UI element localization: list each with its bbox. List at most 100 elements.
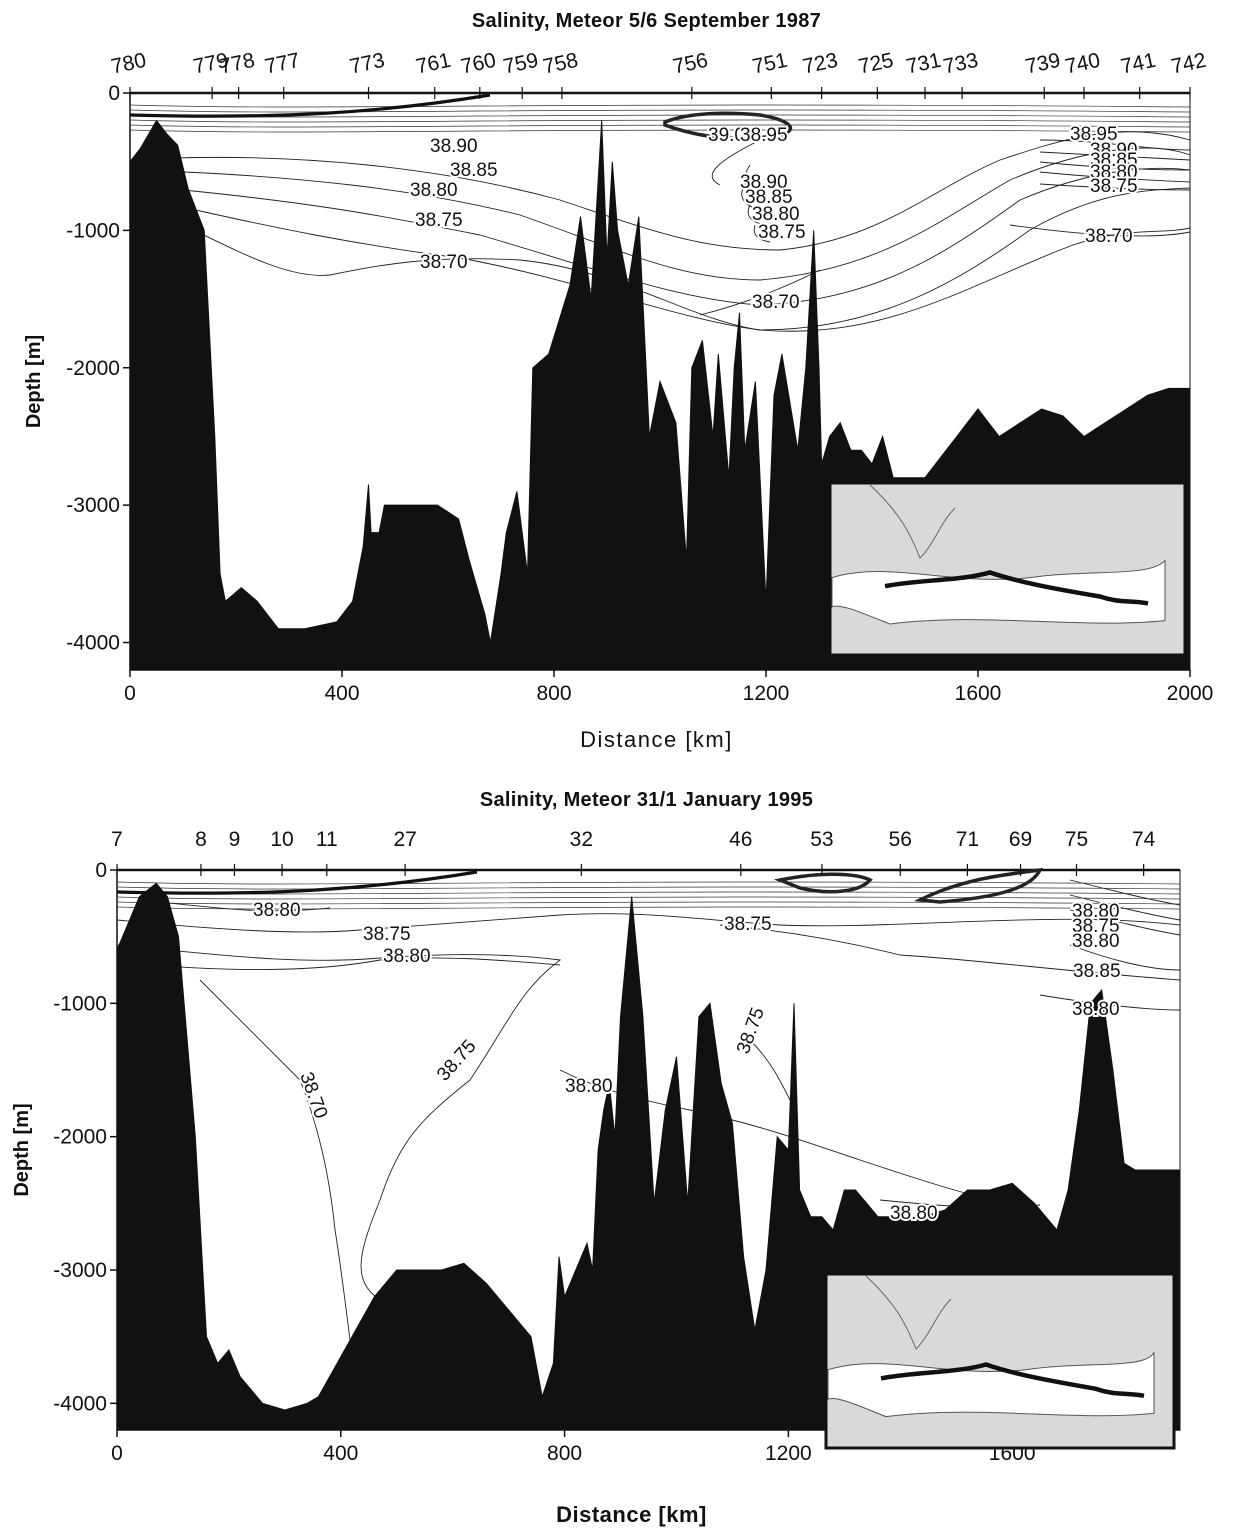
isohaline-line: [116, 944, 562, 1301]
contour-label: 38.75: [1072, 916, 1120, 937]
station-label: 11: [316, 828, 338, 851]
contour-label: 38.80: [383, 946, 431, 967]
inset-section-track: [884, 570, 1149, 606]
isohaline-line: [129, 187, 1191, 331]
isohaline-line: [129, 147, 1191, 281]
contour-label: 38.85: [1090, 150, 1138, 171]
x-tick-label: 400: [324, 682, 359, 705]
y-tick-label: 0: [108, 82, 120, 105]
x-tick-label: 800: [536, 682, 571, 705]
station-label: 53: [810, 828, 833, 851]
station-label: 742: [1169, 49, 1208, 79]
contour-label: 38.75: [433, 1036, 480, 1085]
isohaline-line: [199, 979, 351, 1341]
contour-label: 39.00: [708, 125, 756, 146]
station-label: 760: [459, 49, 498, 79]
station-label: 69: [1009, 828, 1032, 851]
isohaline-line: [753, 224, 771, 243]
y-tick-label: -4000: [53, 1392, 107, 1415]
isohaline-line: [1039, 151, 1191, 161]
contour-label: 38.90: [740, 172, 788, 193]
inset-frame: [824, 1272, 1176, 1450]
station-label: 32: [570, 828, 593, 851]
station-label: 761: [414, 49, 453, 79]
isohaline-line: [741, 184, 761, 211]
inset-coast: [865, 1275, 952, 1350]
y-tick-label: 0: [95, 859, 107, 882]
chart-title-1995: Salinity, Meteor 31/1 January 1995: [479, 789, 814, 811]
contour-label: 38.70: [752, 292, 800, 313]
contour-label: 38.70: [420, 252, 468, 273]
inset-coast: [869, 484, 956, 559]
station-label: 8: [195, 828, 207, 851]
station-label: 740: [1063, 49, 1102, 79]
station-label: 780: [109, 49, 148, 79]
contour-label: 38.70: [1085, 226, 1133, 247]
station-label: 773: [348, 49, 387, 79]
x-tick-label: 800: [547, 1442, 582, 1465]
contour-label: 38.75: [733, 1005, 769, 1057]
isohaline-line: [744, 164, 761, 196]
contour-label: 38.75: [724, 914, 772, 935]
isohaline-line: [663, 111, 793, 141]
isohaline-line: [699, 269, 821, 316]
station-label: 74: [1132, 828, 1156, 851]
station-label: 723: [801, 49, 840, 79]
contour-label: 38.80: [1090, 162, 1138, 183]
inset-map: [824, 1272, 1176, 1450]
surface-isohaline: [116, 896, 1181, 900]
surface-isohaline: [129, 124, 1191, 128]
chart-title-1987: Salinity, Meteor 5/6 September 1987: [471, 10, 822, 32]
contour-label: 38.85: [1073, 961, 1121, 982]
x-tick-label: 0: [111, 1442, 123, 1465]
surface-isohaline: [116, 906, 1181, 910]
x-axis-label-1995: Distance [km]: [556, 1502, 707, 1527]
contour-label: 38.85: [450, 160, 498, 181]
station-label: 733: [941, 49, 980, 79]
y-axis-label: Depth [m]: [11, 1103, 33, 1196]
x-tick-label: 0: [124, 682, 136, 705]
contour-label: 38.75: [363, 924, 411, 945]
station-label: 741: [1119, 49, 1158, 79]
inset-sea: [827, 1352, 1155, 1418]
station-label: 758: [541, 49, 580, 79]
station-label: 71: [956, 828, 979, 851]
station-label: 56: [889, 828, 912, 851]
surface-isohaline: [129, 129, 1191, 133]
contour-label: 38.80: [410, 180, 458, 201]
inset-frame: [828, 481, 1187, 657]
station-label: 739: [1023, 49, 1062, 79]
y-tick-label: -3000: [53, 1259, 107, 1282]
isohaline-line: [1039, 183, 1191, 191]
contour-label: 38.80: [1072, 931, 1120, 952]
contour-label: 38.80: [253, 900, 301, 921]
isohaline-line: [116, 913, 1181, 933]
x-tick-label: 1200: [765, 1442, 812, 1465]
isohaline-line: [747, 204, 766, 226]
station-label: 7: [111, 828, 123, 851]
x-tick-label: 1200: [743, 682, 790, 705]
y-axis-label: Depth [m]: [23, 335, 45, 428]
x-tick-label: 400: [323, 1442, 358, 1465]
x-axis-label-1987: Distance [km]: [580, 727, 733, 752]
isohaline-line: [749, 1039, 791, 1101]
contour-label: 38.90: [430, 136, 478, 157]
contour-label: 38.80: [1072, 999, 1120, 1020]
isohaline-line: [129, 131, 1191, 251]
station-label: 27: [393, 828, 416, 851]
isohaline-line: [116, 957, 561, 971]
y-tick-label: -1000: [66, 219, 120, 242]
contour-label: 38.95: [740, 125, 788, 146]
thick-isohaline: [129, 93, 491, 118]
y-tick-label: -3000: [66, 494, 120, 517]
surface-isohaline: [129, 119, 1191, 123]
contour-label: 38.75: [415, 210, 463, 231]
station-label: 725: [856, 49, 895, 79]
salinity-section-1987: 38.9038.8538.8038.7538.7039.0038.9538.90…: [23, 49, 1213, 705]
station-label: 751: [750, 49, 789, 79]
contour-label: 38.90: [1090, 140, 1138, 161]
inset-map: [828, 481, 1187, 657]
surface-isohaline: [116, 881, 1181, 885]
station-label: 756: [671, 49, 710, 79]
contour-label: 38.75: [758, 222, 806, 243]
